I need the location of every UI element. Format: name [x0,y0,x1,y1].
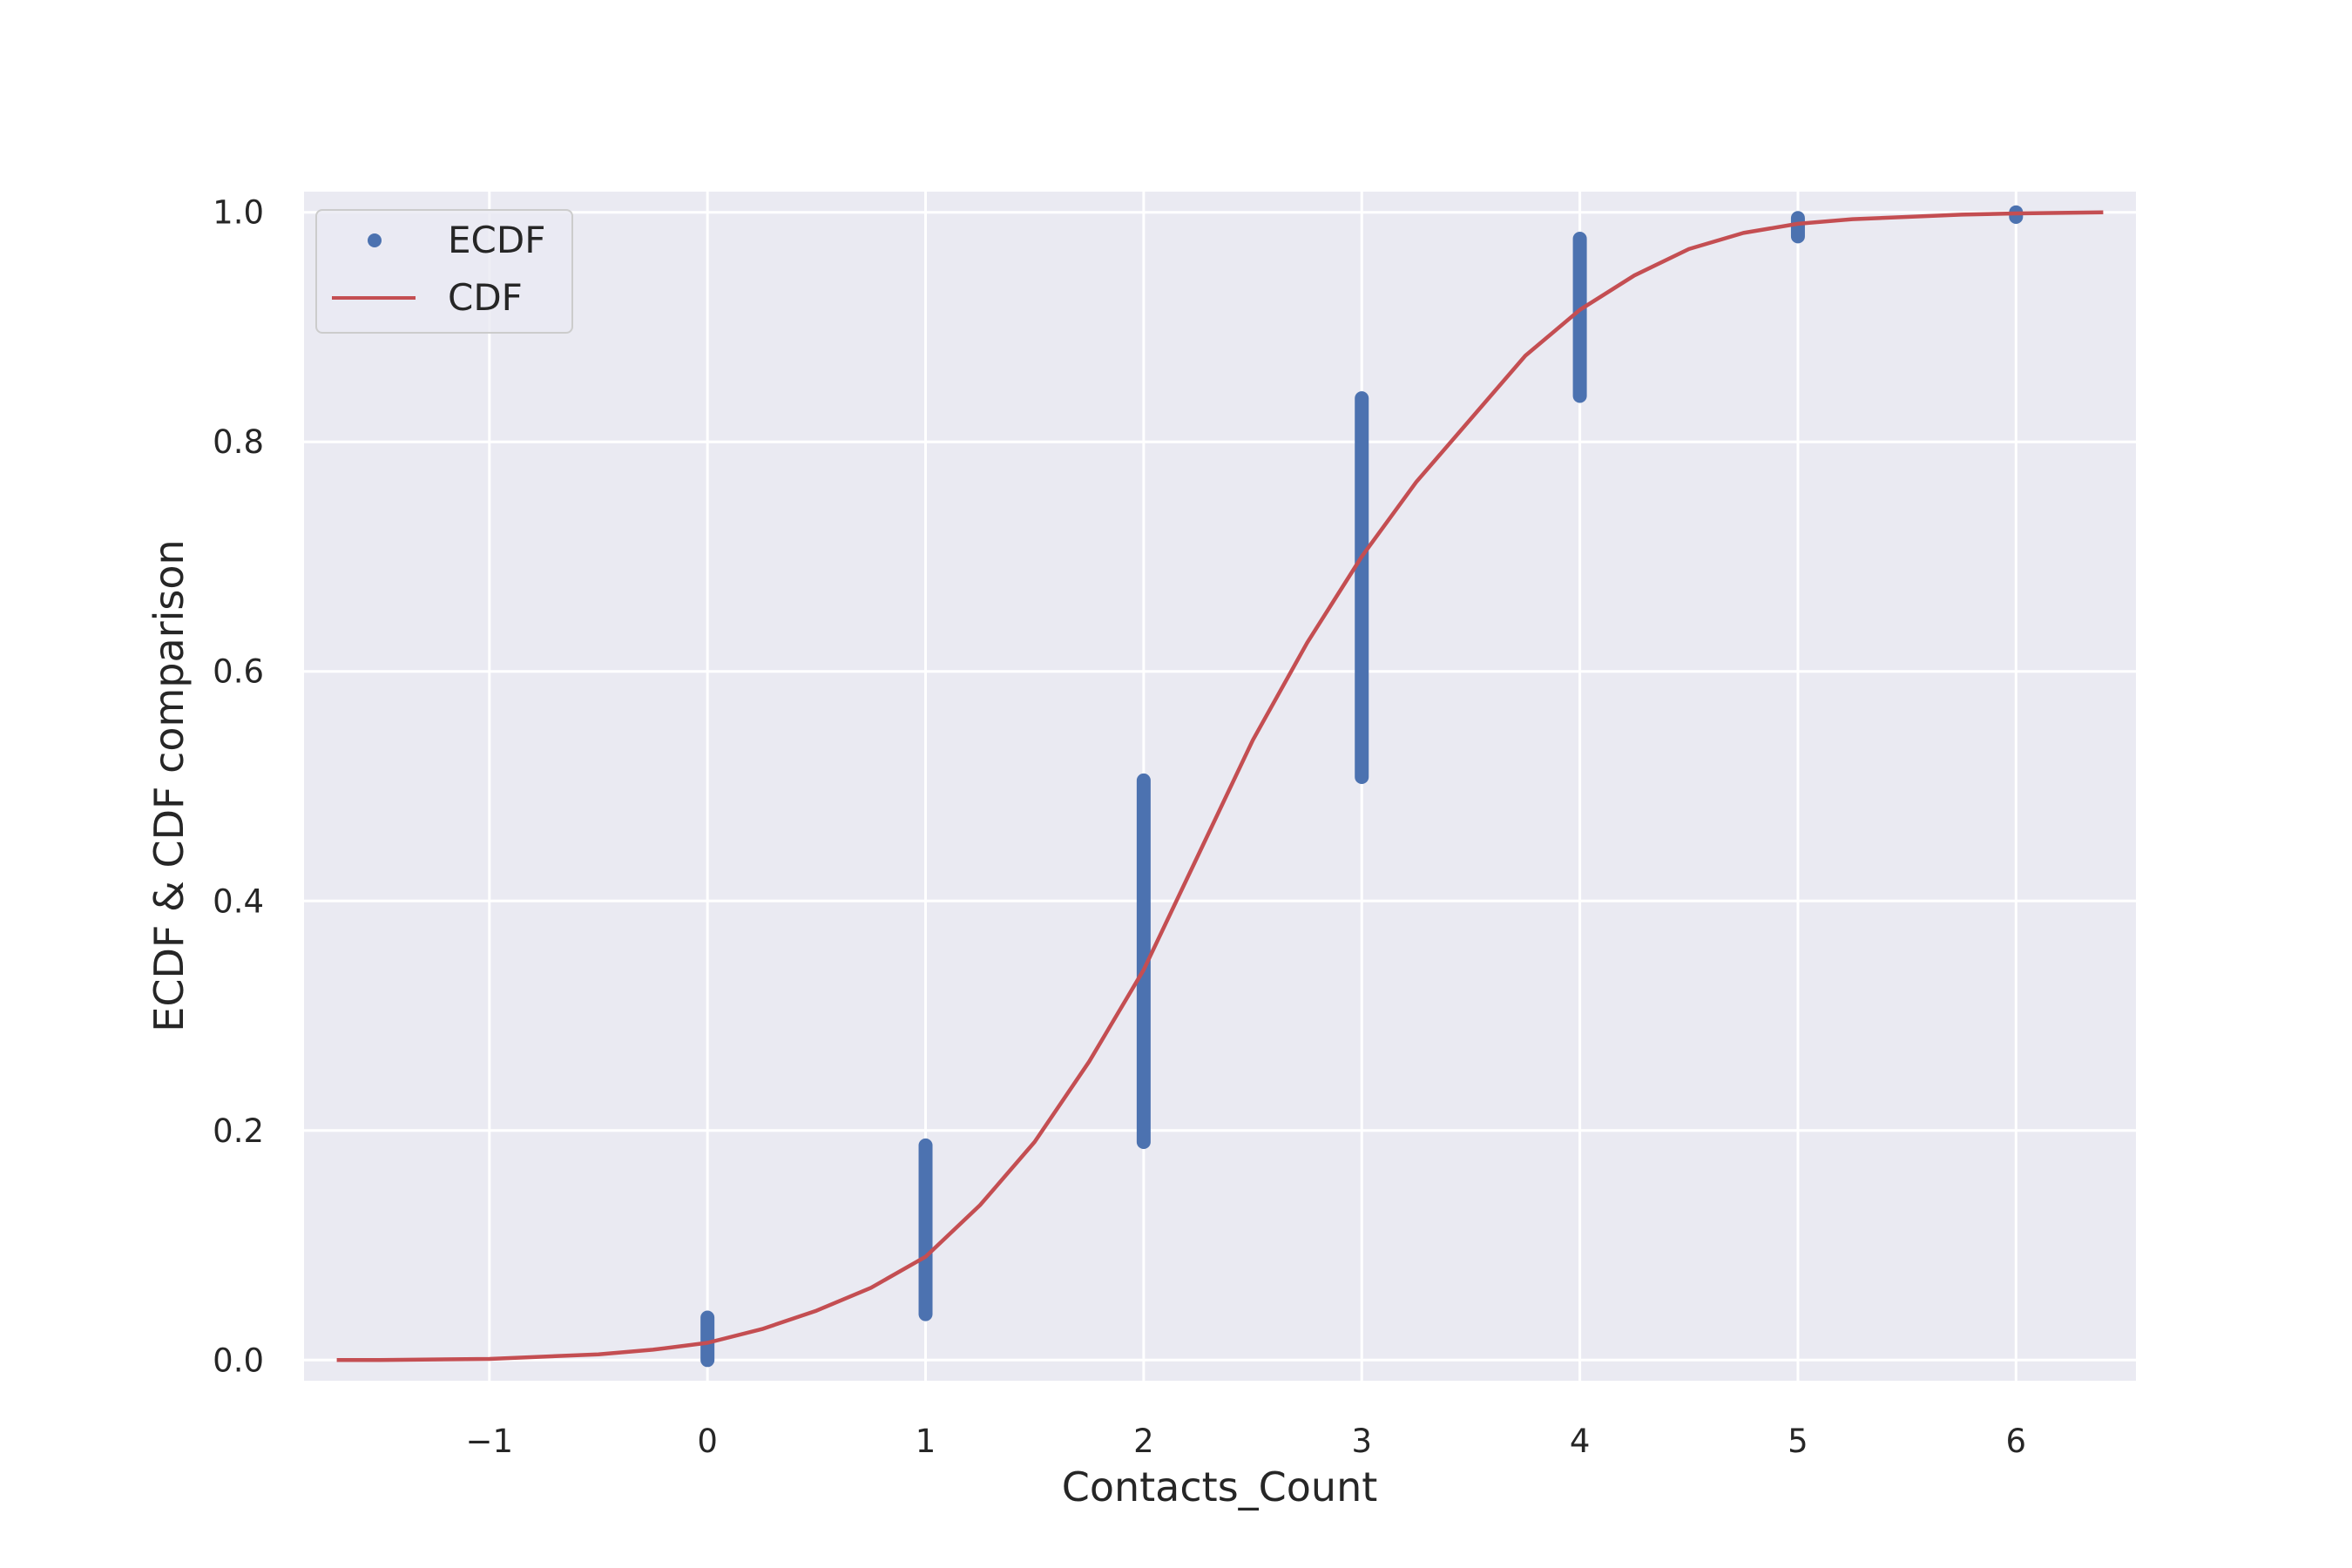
legend: ECDF CDF [315,209,573,334]
legend-ecdf-marker [368,233,382,247]
legend-ecdf-label: ECDF [448,219,545,261]
x-tick-label: 0 [697,1423,718,1460]
cdf-series [336,210,2104,1362]
y-tick-label: 0.0 [213,1342,264,1379]
x-tick-label: 6 [2006,1423,2027,1460]
plot-background [304,192,2136,1381]
y-ticks: 0.0 0.2 0.4 0.6 0.8 1.0 [213,194,264,1380]
ecdf-series [700,205,2024,1368]
cdf-line [336,210,2104,1362]
y-tick-label: 1.0 [213,194,264,232]
x-ticks: −1 0 1 2 3 4 5 6 [466,1423,2027,1460]
x-tick-label: −1 [466,1423,514,1460]
y-tick-label: 0.6 [213,653,264,691]
x-tick-label: 1 [916,1423,936,1460]
x-tick-label: 5 [1788,1423,1808,1460]
y-axis-label: ECDF & CDF comparison [145,539,193,1031]
x-axis-label: Contacts_Count [1062,1463,1378,1511]
x-tick-label: 4 [1570,1423,1591,1460]
y-tick-label: 0.2 [213,1112,264,1150]
y-tick-label: 0.4 [213,882,264,920]
y-tick-label: 0.8 [213,423,264,461]
x-tick-label: 2 [1133,1423,1154,1460]
x-tick-label: 3 [1351,1423,1372,1460]
legend-cdf-label: CDF [448,276,523,319]
